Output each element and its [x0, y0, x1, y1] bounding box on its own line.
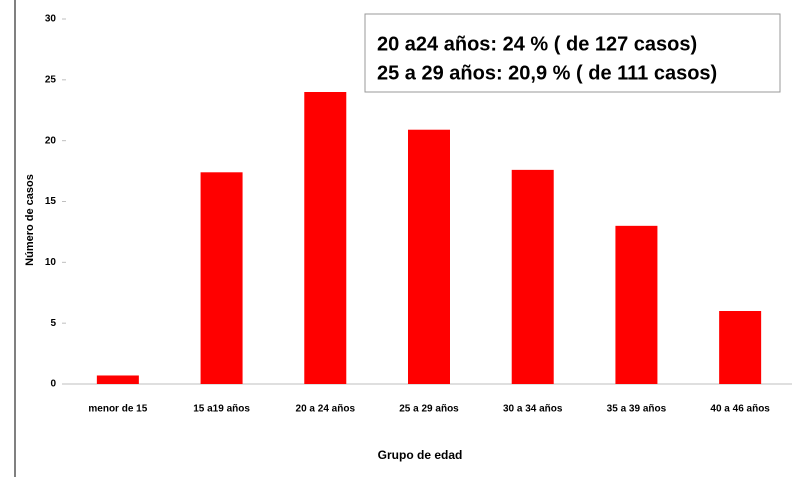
x-tick-label: menor de 15 — [88, 404, 147, 415]
x-tick-label: 20 a 24 años — [296, 404, 356, 415]
y-tick-label: 15 — [45, 196, 57, 207]
y-tick-label: 25 — [45, 74, 57, 85]
bar — [615, 225, 658, 384]
y-tick-label: 0 — [50, 379, 56, 390]
bar — [304, 92, 347, 384]
annotation: 25 a 29 años: 20,9 % ( de 111 casos) — [377, 62, 717, 84]
y-tick-label: 20 — [45, 135, 57, 146]
x-tick-label: 30 a 34 años — [503, 404, 563, 415]
y-tick-label: 5 — [50, 318, 56, 329]
x-axis-title: Grupo de edad — [378, 448, 463, 462]
bar — [719, 311, 762, 384]
x-tick-label: 40 a 46 años — [710, 404, 770, 415]
y-tick-label: 10 — [45, 257, 57, 268]
bar — [200, 172, 243, 384]
bar — [511, 169, 554, 384]
annotation: 20 a24 años: 24 % ( de 127 casos) — [377, 33, 697, 55]
x-tick-label: 15 a19 años — [193, 404, 250, 415]
annotation-box — [364, 13, 781, 93]
bar — [96, 375, 139, 384]
x-tick-label: 35 a 39 años — [607, 404, 667, 415]
y-axis-title: Número de casos — [24, 174, 36, 266]
x-tick-label: 25 a 29 años — [399, 404, 459, 415]
y-tick-label: 30 — [45, 14, 57, 25]
bar — [408, 129, 450, 384]
